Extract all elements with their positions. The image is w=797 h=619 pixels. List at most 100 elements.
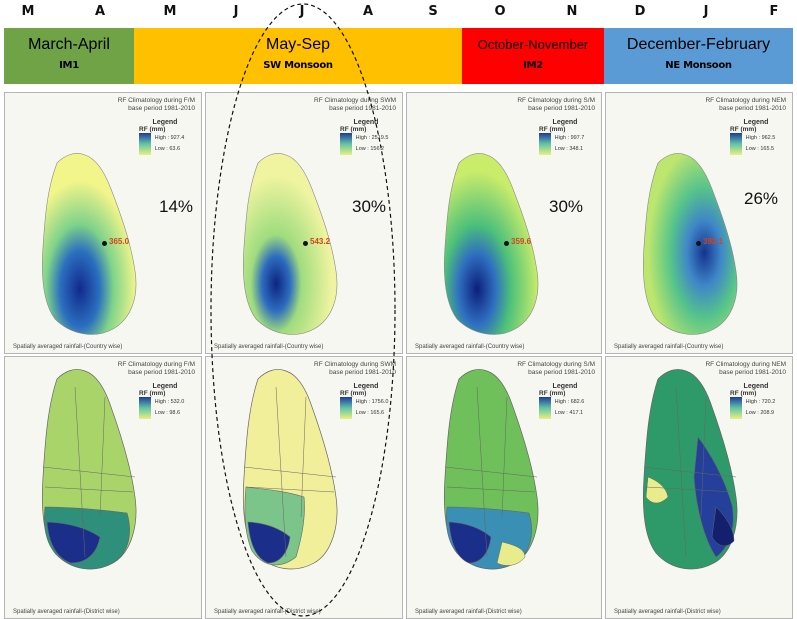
map-title: RF Climatology during SWM base period 19… [256,361,396,377]
map-title-line: RF Climatology during NEM [705,361,786,368]
season-band-im1: March-April IM1 [4,28,134,84]
legend-values: High : 997.7 Low : 348.1 [555,133,585,155]
season-code: IM2 [523,60,543,71]
map-panel-im2-country: RF Climatology during S/M base period 19… [406,92,602,354]
map-title: RF Climatology during S/M base period 19… [455,361,595,377]
legend-unit: RF (mm) [340,126,367,133]
sri-lanka-district-map [41,369,137,570]
map-panel-ne-monsoon-district: RF Climatology during NEM base period 19… [605,356,793,619]
legend-color-ramp [539,397,551,419]
country-average-value: 392.1 [703,237,724,246]
legend-color-ramp [139,133,151,155]
month-label: A [362,4,374,19]
legend-heading: Legend [353,383,379,390]
map-title-line: RF Climatology during SWM [314,97,396,104]
season-code: NE Monsoon [665,60,732,71]
season-code: IM1 [59,60,79,71]
legend-unit: RF (mm) [139,390,166,397]
country-average-value: 359.6 [511,237,532,246]
sri-lanka-map [643,153,738,335]
legend-low: Low : 417.1 [554,410,584,416]
legend-values: High : 962.5 Low : 165.5 [746,133,776,155]
map-subtitle-line: base period 1981-2010 [329,105,396,112]
legend-high: High : 532.0 [154,399,185,405]
legend-unit: RF (mm) [730,126,757,133]
legend-unit: RF (mm) [539,126,566,133]
map-legend: Legend RF (mm) High : 532.0 Low : 98.6 [135,383,195,419]
month-label: A [94,4,106,19]
map-subtitle-line: base period 1981-2010 [719,105,786,112]
month-label: S [428,4,438,19]
month-label: J [233,4,239,19]
season-rainfall-share: 14% [159,197,194,216]
legend-high: High : 1756.0 [355,399,389,405]
legend-values: High : 682.6 Low : 417.1 [555,397,585,419]
country-centroid-marker [696,241,701,246]
map-footnote: Spatially averaged rainfall-(Country wis… [614,344,724,350]
season-band-sw-monsoon: May-Sep SW Monsoon [134,28,462,84]
month-label: F [769,4,779,19]
legend-unit: RF (mm) [340,390,367,397]
map-title-line: RF Climatology during SWM [314,361,396,368]
month-label: J [703,4,709,19]
legend-unit: RF (mm) [730,390,757,397]
map-title-line: RF Climatology during F/M [117,97,195,104]
map-footnote: Spatially averaged rainfall-(District wi… [415,609,522,615]
map-subtitle-line: base period 1981-2010 [528,369,595,376]
legend-low: Low : 348.1 [554,146,584,152]
sri-lanka-district-map [443,369,539,570]
legend-heading: Legend [743,383,769,390]
map-title-line: RF Climatology during S/M [517,361,595,368]
legend-values: High : 532.0 Low : 98.6 [155,397,185,419]
map-title: RF Climatology during SWM base period 19… [256,97,396,113]
map-footnote: Spatially averaged rainfall-(District wi… [214,609,321,615]
legend-values: High : 2519.5 Low : 156.2 [356,133,389,155]
month-label: N [566,4,578,19]
map-panel-im1-country: RF Climatology during F/M base period 19… [4,92,202,354]
legend-color-ramp [730,133,742,155]
country-average-value: 365.0 [109,237,130,246]
legend-heading: Legend [152,119,178,126]
map-subtitle-line: base period 1981-2010 [128,369,195,376]
season-rainfall-share: 26% [744,189,779,208]
map-subtitle-line: base period 1981-2010 [528,105,595,112]
legend-low: Low : 165.5 [745,146,775,152]
map-panel-sw-monsoon-district: RF Climatology during SWM base period 19… [205,356,403,619]
legend-high: High : 682.6 [554,399,585,405]
country-average-value: 543.2 [310,237,331,246]
map-subtitle-line: base period 1981-2010 [128,105,195,112]
legend-high: High : 2519.5 [355,135,389,141]
legend-unit: RF (mm) [539,390,566,397]
map-footnote: Spatially averaged rainfall-(Country wis… [13,344,123,350]
legend-values: High : 720.2 Low : 208.9 [746,397,776,419]
map-subtitle-line: base period 1981-2010 [329,369,396,376]
country-centroid-marker [303,241,308,246]
legend-low: Low : 156.2 [355,146,385,152]
map-title: RF Climatology during NEM base period 19… [646,361,786,377]
legend-values: High : 1756.0 Low : 165.6 [356,397,389,419]
map-footnote: Spatially averaged rainfall-(District wi… [614,609,721,615]
season-code: SW Monsoon [263,60,333,71]
season-rainfall-share: 30% [549,197,584,216]
legend-low: Low : 208.9 [745,410,775,416]
map-grid: RF Climatology during F/M base period 19… [0,92,797,619]
legend-heading: Legend [743,119,769,126]
legend-high: High : 962.5 [745,135,776,141]
map-title-line: RF Climatology during NEM [705,97,786,104]
month-label: J [299,4,305,19]
month-label: O [494,4,506,19]
legend-low: Low : 63.6 [154,146,181,152]
legend-values: High : 927.4 Low : 63.6 [155,133,185,155]
map-title-line: RF Climatology during F/M [117,361,195,368]
legend-heading: Legend [152,383,178,390]
legend-color-ramp [539,133,551,155]
map-title: RF Climatology during NEM base period 19… [646,97,786,113]
month-strip: M A M J J A S O N D J F [0,0,797,26]
map-legend: Legend RF (mm) High : 2519.5 Low : 156.2 [336,119,396,155]
month-label: M [163,4,177,19]
map-legend: Legend RF (mm) High : 1756.0 Low : 165.6 [336,383,396,419]
legend-high: High : 927.4 [154,135,185,141]
map-title-line: RF Climatology during S/M [517,97,595,104]
legend-color-ramp [340,133,352,155]
season-name: May-Sep [265,36,331,53]
